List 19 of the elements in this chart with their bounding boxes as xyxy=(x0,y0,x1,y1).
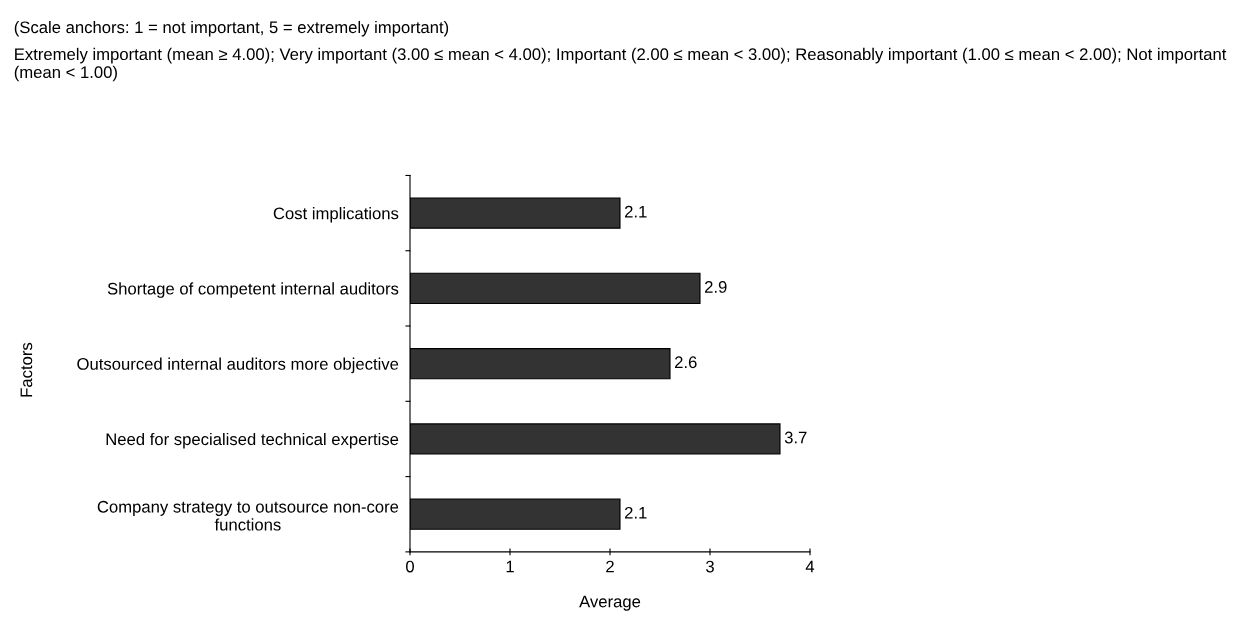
data-label: 2.6 xyxy=(675,356,697,369)
data-label: 2.1 xyxy=(625,506,647,519)
y-axis-title: Factors xyxy=(20,342,33,397)
y-tick-label: Need for specialised technical expertise xyxy=(106,432,399,449)
y-tick-label: Outsourced internal auditors more objective xyxy=(77,357,399,374)
text: (Scale anchors: 1 = not important, 5 = extremely important) xyxy=(14,20,449,37)
data-label: 2.9 xyxy=(705,281,727,293)
x-axis-title: Average xyxy=(579,595,641,611)
x-tick-label: 3 xyxy=(706,560,714,573)
x-tick-label: 0 xyxy=(406,560,414,573)
y-tick-label: Company strategy to outsource non-core functions xyxy=(97,500,399,531)
data-label: 3.7 xyxy=(784,431,807,444)
y-tick-label: Shortage of competent internal auditors xyxy=(107,282,399,298)
data-label: 2.1 xyxy=(625,205,647,218)
x-tick-label: 4 xyxy=(805,560,815,573)
y-tick-label: Cost implications xyxy=(273,207,399,223)
x-tick-label: 2 xyxy=(606,560,614,573)
x-tick-label: 1 xyxy=(506,560,514,573)
chart-subtitle: Extremely important (mean ≥ 4.00); Very important (3.00 ≤ mean < 4.00); Important (2.00 ≤ mean < 3.00); Reasonably important (1.00 ≤ mean < 2.00); Not important (mean < 1.00) xyxy=(14,47,1227,82)
